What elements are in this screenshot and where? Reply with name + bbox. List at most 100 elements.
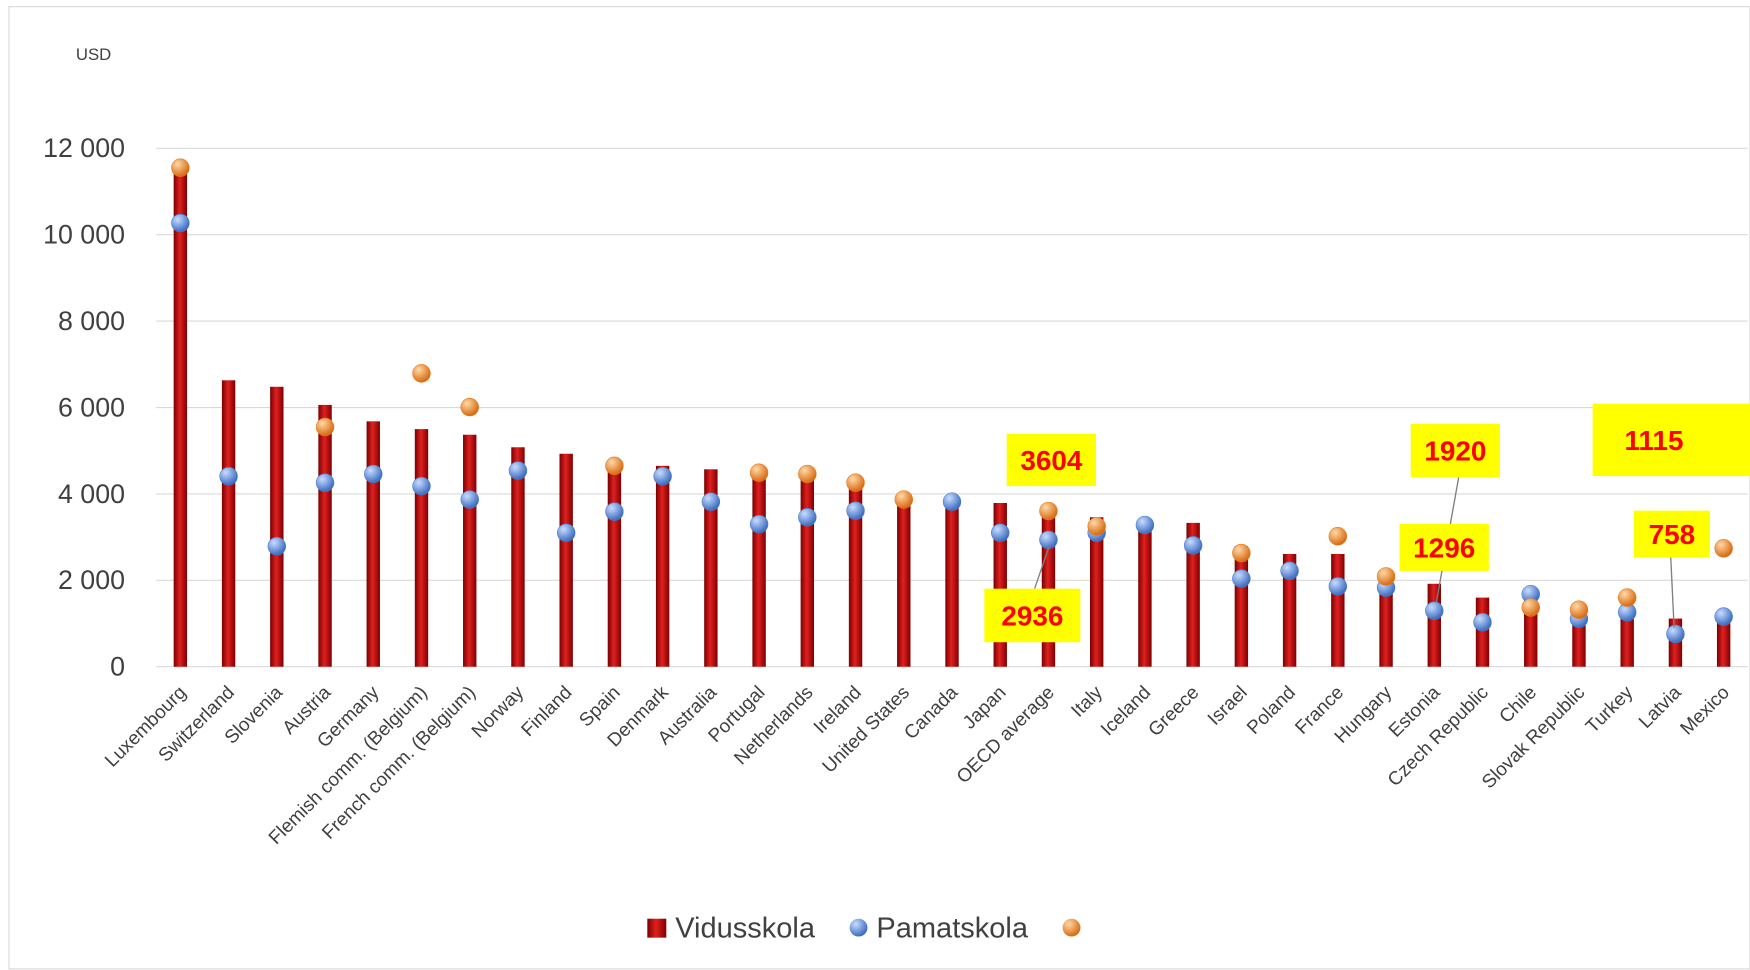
annotation: 3604 [1020,445,1083,476]
bar [1282,553,1297,667]
annotation-box [1592,403,1750,477]
dot [1232,569,1251,588]
dot [846,473,865,492]
dot [1666,624,1685,644]
annotation: 2936 [1001,600,1063,631]
dot [1087,517,1106,536]
dot [315,473,335,492]
dot [460,397,479,417]
dot [1617,588,1637,607]
dot [412,364,431,383]
y-tick-label: 10 000 [43,220,125,250]
legend-label: Vidusskola [675,913,816,945]
annotation-box [1006,433,1096,487]
legend-label: Pamatskola [876,913,1028,945]
bar [655,465,670,667]
dot [1183,536,1203,555]
chart-frame [8,6,1750,970]
dot [1425,601,1444,620]
bar [1475,597,1490,667]
dot [749,514,769,534]
annotation-box [1633,510,1710,558]
dot [1232,543,1251,563]
bar [607,468,622,667]
legend-marker [1062,918,1081,937]
bar [1041,504,1056,667]
dot [364,464,383,484]
y-tick-label: 0 [110,652,125,682]
annotation: 758 [1649,519,1696,550]
dot [701,492,721,511]
annotation-leader [1033,546,1050,589]
y-axis-label: USD [76,45,111,64]
bar [366,421,380,667]
dot [653,467,672,486]
dot [1473,613,1492,632]
y-tick-label: 12 000 [43,133,125,163]
dot [1376,567,1396,586]
bar [704,469,718,667]
bar [173,167,188,667]
dot [171,158,190,177]
bar [511,447,525,667]
y-tick-label: 6 000 [58,392,125,422]
bar [1716,617,1731,667]
bar [1186,522,1200,667]
bar [221,380,236,667]
dot [942,492,962,511]
dot [798,464,817,484]
dot [1714,539,1733,558]
bar [1427,583,1441,667]
bar [414,429,429,667]
bar [800,474,815,667]
dot [1280,561,1299,581]
dot [556,523,576,543]
dot [991,523,1010,543]
bar [1379,580,1393,667]
annotation: 1115 [1625,425,1684,456]
dot [1328,527,1348,546]
y-tick-label: 4 000 [58,479,125,509]
annotation-box [1399,524,1489,571]
bar [1234,546,1249,667]
bar [945,501,959,667]
dot [508,461,528,480]
annotation-leader [1670,557,1675,628]
dot [1569,600,1589,619]
y-tick-label: 8 000 [58,306,125,336]
dot [605,456,624,476]
dot [1135,515,1155,535]
dot [315,417,335,437]
bar [559,453,573,667]
annotation: 1296 [1413,532,1475,563]
bar [270,386,284,667]
dot [219,467,238,486]
bar [463,434,477,667]
bar [897,499,911,667]
dot [1039,501,1058,521]
bar [752,471,766,667]
dot [460,490,479,509]
dot [846,501,865,520]
dot [749,463,769,482]
legend-marker [647,918,667,938]
dot [412,476,431,496]
dot [1714,607,1733,626]
bar [318,404,332,667]
dot [798,508,817,527]
annotation-box [984,588,1081,643]
bar [848,479,863,667]
dot [894,490,913,509]
bar [1331,553,1345,667]
bar [1138,519,1152,667]
y-tick-label: 2 000 [58,565,125,595]
dot [1328,577,1348,596]
annotation: 1920 [1424,435,1486,466]
dot [605,502,624,521]
legend-marker [849,918,868,937]
bar [1089,517,1104,667]
dot [267,536,287,556]
dot [1521,598,1540,617]
annotation-box [1410,423,1500,478]
